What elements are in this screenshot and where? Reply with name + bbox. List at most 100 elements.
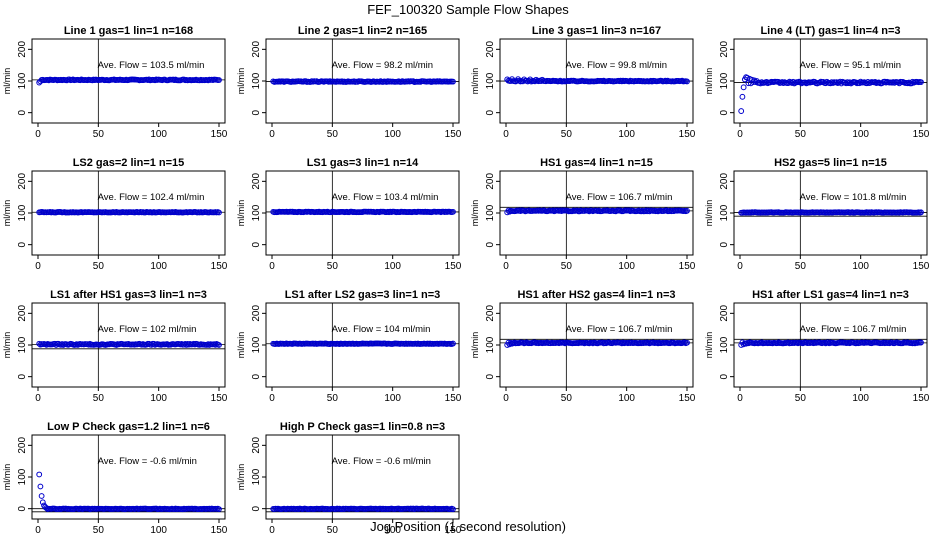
y-tick-label: 100: [485, 336, 496, 353]
panel-title: LS1 gas=3 lin=1 n=14: [307, 157, 419, 169]
y-tick-label: 200: [485, 305, 496, 322]
y-tick-label: 200: [719, 173, 730, 190]
average-flow-annotation: Ave. Flow = 106.7 ml/min: [566, 324, 673, 335]
figure-title: FEF_100320 Sample Flow Shapes: [367, 2, 569, 17]
y-tick-label: 0: [485, 109, 496, 115]
average-flow-annotation: Ave. Flow = 106.7 ml/min: [800, 324, 907, 335]
y-tick-label: 0: [251, 241, 262, 247]
panel-title: LS2 gas=2 lin=1 n=15: [73, 157, 185, 169]
y-tick-label: 100: [719, 72, 730, 89]
data-point: [684, 207, 690, 214]
y-tick-label: 0: [251, 373, 262, 379]
y-tick-label: 200: [17, 41, 28, 58]
x-tick-label: 0: [503, 261, 509, 272]
x-tick-label: 50: [93, 393, 105, 404]
y-tick-label: 200: [485, 41, 496, 58]
y-tick-label: 100: [251, 204, 262, 221]
y-axis-label: ml/min: [704, 68, 714, 95]
x-tick-label: 0: [269, 393, 275, 404]
x-tick-label: 0: [269, 261, 275, 272]
x-tick-label: 50: [561, 393, 573, 404]
y-tick-label: 100: [17, 336, 28, 353]
x-tick-label: 100: [384, 261, 401, 272]
y-tick-label: 200: [17, 173, 28, 190]
x-tick-label: 150: [913, 393, 930, 404]
y-axis-label: ml/min: [704, 200, 714, 227]
x-tick-label: 0: [503, 393, 509, 404]
data-point: [216, 506, 222, 513]
y-tick-label: 200: [251, 173, 262, 190]
data-point: [216, 77, 222, 83]
data-point: [918, 79, 924, 86]
x-tick-label: 50: [795, 261, 807, 272]
y-tick-label: 200: [719, 305, 730, 322]
chart-panel: HS1 after HS2 gas=4 lin=1 n=3 0 100 200 ml/m…: [470, 289, 696, 404]
chart-panel: Line 1 gas=1 lin=1 n=168 0 100 200 ml/min 0 50…: [2, 25, 228, 140]
panel-title: HS1 after LS1 gas=4 lin=1 n=3: [752, 289, 909, 301]
y-axis-label: ml/min: [236, 68, 246, 95]
x-tick-label: 150: [211, 129, 228, 140]
x-tick-label: 50: [561, 129, 573, 140]
y-tick-label: 200: [251, 305, 262, 322]
chart-panel: High P Check gas=1 lin=0.8 n=3 0 100 200 ml/…: [236, 421, 462, 536]
x-tick-label: 50: [327, 129, 339, 140]
data-point: [36, 471, 43, 478]
average-flow-annotation: Ave. Flow = -0.6 ml/min: [332, 456, 431, 467]
panel-title: Line 3 gas=1 lin=3 n=167: [532, 25, 661, 37]
data-point: [39, 499, 46, 506]
y-tick-label: 0: [719, 109, 730, 115]
y-tick-label: 100: [485, 204, 496, 221]
average-flow-annotation: Ave. Flow = 104 ml/min: [332, 324, 431, 335]
average-flow-annotation: Ave. Flow = 95.1 ml/min: [800, 60, 901, 71]
chart-panel: HS1 after LS1 gas=4 lin=1 n=3 0 100 200 ml/m…: [704, 289, 930, 404]
y-tick-label: 200: [17, 305, 28, 322]
y-axis-label: ml/min: [470, 332, 480, 359]
y-tick-label: 100: [719, 204, 730, 221]
data-point: [684, 78, 690, 85]
y-tick-label: 0: [251, 109, 262, 115]
x-tick-label: 50: [561, 261, 573, 272]
panel-title: High P Check gas=1 lin=0.8 n=3: [280, 421, 445, 433]
x-tick-label: 50: [93, 525, 105, 536]
x-tick-label: 150: [211, 261, 228, 272]
y-tick-label: 100: [17, 468, 28, 485]
x-tick-label: 100: [150, 129, 167, 140]
x-tick-label: 100: [150, 261, 167, 272]
data-point: [216, 209, 222, 216]
x-tick-label: 150: [913, 261, 930, 272]
data-point: [918, 339, 924, 346]
chart-panel: Line 4 (LT) gas=1 lin=4 n=3 0 100 200 ml/min…: [704, 25, 930, 140]
data-point: [450, 78, 456, 85]
chart-panel: Line 2 gas=1 lin=2 n=165 0 100 200 ml/min 0 50…: [236, 25, 462, 140]
panel-title: Line 1 gas=1 lin=1 n=168: [64, 25, 193, 37]
x-tick-label: 100: [618, 261, 635, 272]
y-axis-label: ml/min: [470, 200, 480, 227]
average-flow-annotation: Ave. Flow = 99.8 ml/min: [566, 60, 667, 71]
y-tick-label: 200: [17, 437, 28, 454]
average-flow-annotation: Ave. Flow = 106.7 ml/min: [566, 192, 673, 203]
data-point: [38, 493, 45, 499]
chart-panel: HS1 gas=4 lin=1 n=15 0 100 200 ml/min 0 50 100 1…: [470, 157, 696, 272]
data-point: [212, 341, 219, 348]
x-tick-label: 50: [327, 393, 339, 404]
y-axis-label: ml/min: [470, 68, 480, 95]
y-tick-label: 200: [485, 173, 496, 190]
x-tick-label: 0: [737, 393, 743, 404]
panel-title: Line 4 (LT) gas=1 lin=4 n=3: [760, 25, 900, 37]
x-tick-label: 150: [211, 525, 228, 536]
panel-title: LS1 after LS2 gas=3 lin=1 n=3: [285, 289, 441, 301]
x-tick-label: 0: [35, 261, 41, 272]
x-tick-label: 150: [913, 129, 930, 140]
x-tick-label: 100: [618, 129, 635, 140]
x-tick-label: 150: [445, 261, 462, 272]
average-flow-annotation: Ave. Flow = 98.2 ml/min: [332, 60, 433, 71]
x-tick-label: 100: [852, 129, 869, 140]
y-axis-label: ml/min: [2, 332, 12, 359]
y-tick-label: 200: [251, 437, 262, 454]
x-tick-label: 0: [35, 525, 41, 536]
chart-panel: HS2 gas=5 lin=1 n=15 0 100 200 ml/min 0 50 100 1…: [704, 157, 930, 272]
y-tick-label: 200: [719, 41, 730, 58]
y-tick-label: 100: [251, 336, 262, 353]
chart-panel: LS1 after HS1 gas=3 lin=1 n=3 0 100 200 ml/m…: [2, 289, 228, 404]
